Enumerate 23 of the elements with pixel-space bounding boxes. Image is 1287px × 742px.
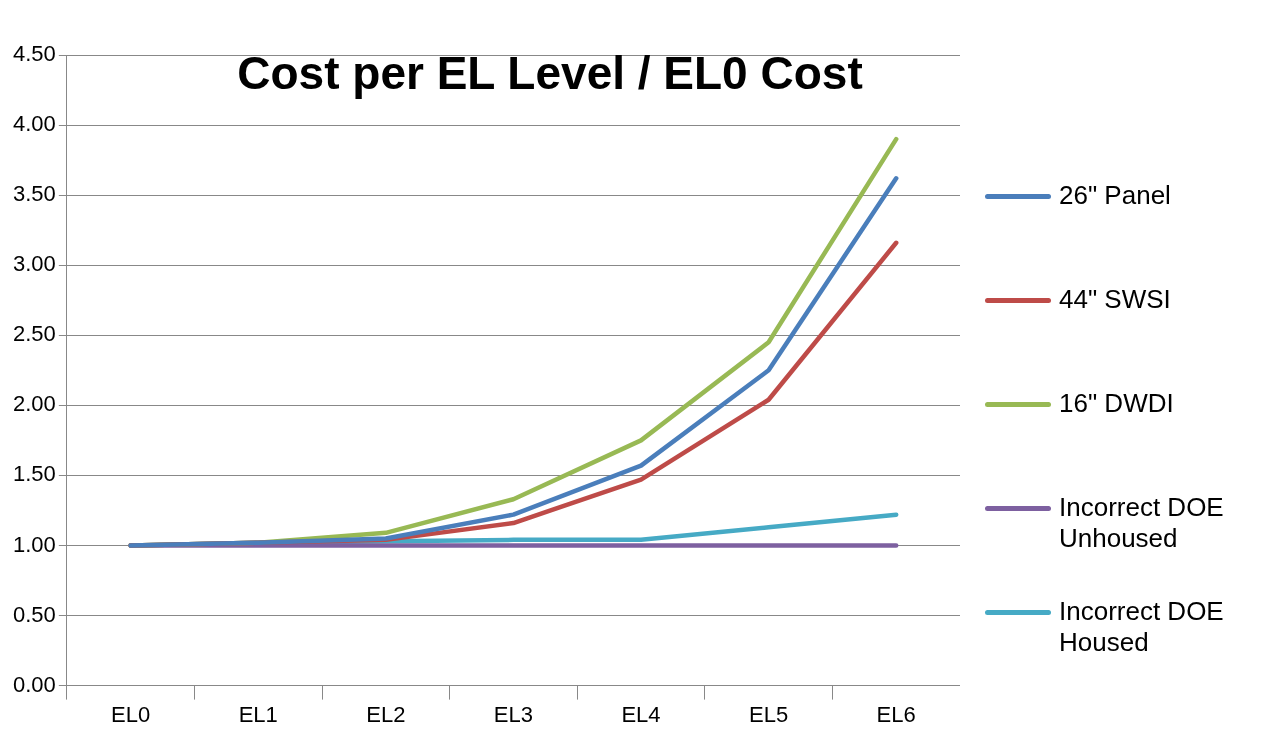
y-tick-label: 1.00 [12,531,56,557]
legend-label: 16" DWDI [1059,388,1174,419]
legend-label: 44" SWSI [1059,284,1171,315]
legend-label: Incorrect DOE Housed [1059,596,1225,658]
x-tick-label: EL1 [238,701,278,727]
y-tick-label: 3.50 [12,181,56,207]
x-tick-label: EL6 [876,701,916,727]
y-tick-label: 4.00 [12,111,56,137]
x-tick-label: EL5 [749,701,789,727]
y-tick-label: 0.00 [12,671,56,697]
y-tick-label: 2.00 [12,391,56,417]
y-tick-label: 2.50 [12,321,56,347]
x-tick-label: EL4 [621,701,661,727]
legend-label: 26" Panel [1059,180,1171,211]
y-tick-label: 3.00 [12,251,56,277]
y-tick-label: 4.50 [12,41,56,67]
legend-label: Incorrect DOE Unhoused [1059,492,1225,554]
x-tick-label: EL0 [111,701,151,727]
chart-title: Cost per EL Level / EL0 Cost [237,47,863,99]
x-tick-label: EL2 [366,701,406,727]
y-tick-label: 0.50 [12,601,56,627]
y-tick-label: 1.50 [12,461,56,487]
x-tick-label: EL3 [493,701,533,727]
